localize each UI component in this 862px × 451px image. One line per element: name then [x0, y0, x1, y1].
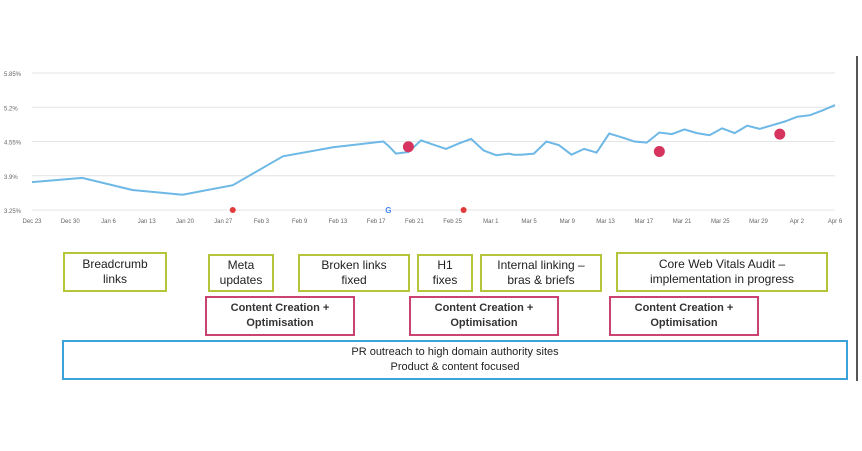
x-tick-label: Feb 9	[292, 219, 308, 225]
annotation-content-creation-1: Content Creation + Optimisation	[205, 296, 355, 336]
x-tick-label: Mar 13	[596, 219, 615, 225]
x-tick-label: Feb 25	[443, 219, 462, 225]
red-marker-icon	[229, 207, 236, 213]
x-tick-label: Jan 6	[101, 219, 116, 225]
annotation-pr-outreach: PR outreach to high domain authority sit…	[62, 340, 848, 380]
x-tick-label: Mar 21	[673, 219, 692, 225]
event-dot	[402, 141, 414, 153]
google-g-icon: G	[385, 206, 391, 215]
annotation-content-creation-2: Content Creation + Optimisation	[409, 296, 559, 336]
gridlines	[32, 72, 835, 211]
x-tick-label: Dec 23	[22, 219, 42, 225]
annotation-core-web-vitals: Core Web Vitals Audit – implementation i…	[616, 252, 828, 292]
annotation-internal-linking: Internal linking – bras & briefs	[480, 254, 602, 292]
y-tick-label: 3.25%	[4, 209, 22, 215]
x-tick-label: Mar 9	[560, 219, 576, 225]
event-dot	[653, 146, 665, 158]
x-tick-label: Jan 27	[214, 219, 233, 225]
annotation-breadcrumb-links: Breadcrumb links	[63, 252, 167, 292]
x-axis-ticks: Dec 23 Dec 30 Jan 6 Jan 13 Jan 20 Jan 27 Feb 3…	[22, 219, 842, 225]
annotation-h1-fixes: H1 fixes	[417, 254, 473, 292]
x-tick-label: Apr 2	[790, 219, 805, 225]
x-tick-label: Feb 21	[405, 219, 424, 225]
annotation-broken-links-fixed: Broken links fixed	[298, 254, 410, 292]
x-tick-label: Dec 30	[61, 219, 81, 225]
x-tick-label: Feb 17	[367, 219, 386, 225]
x-tick-label: Mar 29	[749, 219, 768, 225]
y-tick-label: 4.55%	[4, 141, 22, 147]
y-tick-label: 5.2%	[4, 106, 18, 112]
y-tick-label: 3.9%	[4, 175, 18, 181]
axis-markers: G	[229, 206, 467, 215]
annotation-meta-updates: Meta updates	[208, 254, 274, 292]
x-tick-label: Mar 1	[483, 219, 499, 225]
x-tick-label: Mar 17	[634, 219, 653, 225]
x-tick-label: Jan 20	[176, 219, 195, 225]
annotation-content-creation-3: Content Creation + Optimisation	[609, 296, 759, 336]
y-tick-label: 5.85%	[4, 72, 22, 78]
x-tick-label: Feb 3	[254, 219, 270, 225]
x-tick-label: Apr 6	[828, 219, 843, 225]
red-marker-icon	[460, 207, 467, 213]
x-tick-label: Mar 5	[521, 219, 537, 225]
x-tick-label: Jan 13	[138, 219, 157, 225]
y-axis-ticks: 5.85% 5.2% 4.55% 3.9% 3.25%	[4, 72, 22, 215]
right-divider	[856, 56, 858, 381]
event-dots	[402, 128, 786, 158]
series-line	[31, 104, 836, 196]
line-chart: 5.85% 5.2% 4.55% 3.9% 3.25% Dec 23 Dec 30 Jan …	[4, 72, 843, 225]
event-dot	[774, 128, 786, 140]
x-tick-label: Feb 13	[329, 219, 348, 225]
x-tick-label: Mar 25	[711, 219, 730, 225]
